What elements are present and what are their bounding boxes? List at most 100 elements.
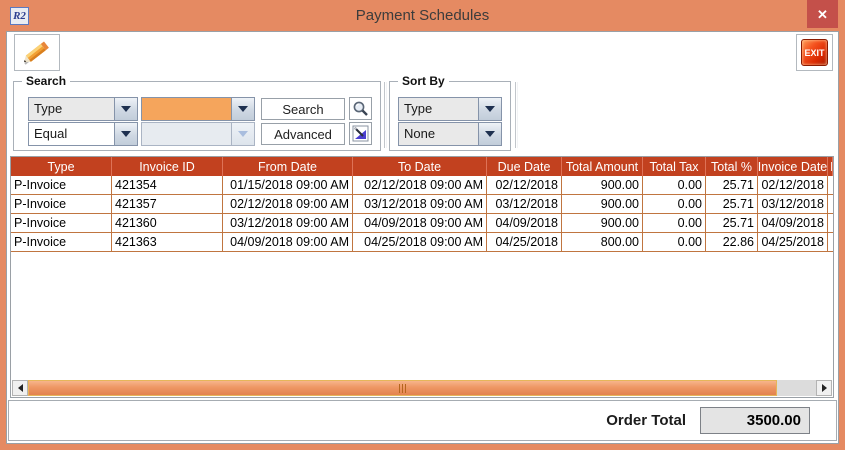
- advanced-button[interactable]: Advanced: [261, 123, 345, 145]
- order-total-label: Order Total: [606, 412, 686, 429]
- search-group-label: Search: [22, 74, 71, 88]
- titlebar: R2 Payment Schedules ✕: [0, 0, 845, 31]
- chevron-down-icon: [478, 98, 501, 120]
- footer-panel: Order Total 3500.00: [8, 400, 837, 441]
- table-cell[interactable]: 03/12/2018 09:00 AM: [353, 195, 487, 213]
- table-cell[interactable]: 25.71: [706, 214, 758, 232]
- table-cell[interactable]: 25.71: [706, 176, 758, 194]
- table-cell[interactable]: 02/12/2018 09:00 AM: [223, 195, 353, 213]
- search-magnifier-button[interactable]: [349, 97, 372, 120]
- sort-primary-combo[interactable]: Type: [398, 97, 502, 121]
- chevron-down-icon: [114, 123, 137, 145]
- column-header[interactable]: Due Date: [487, 157, 562, 176]
- exit-button-container: EXIT: [796, 34, 833, 71]
- report-design-icon: [352, 125, 369, 142]
- table-cell[interactable]: 0.00: [643, 233, 706, 251]
- table-cell[interactable]: 421357: [112, 195, 223, 213]
- sort-secondary-value: None: [399, 123, 478, 145]
- table-cell[interactable]: 01/15/2018 09:00 AM: [223, 176, 353, 194]
- column-header[interactable]: Total Amount: [562, 157, 643, 176]
- table-cell[interactable]: P-Invoice: [11, 195, 112, 213]
- arrow-left-icon: [17, 384, 23, 392]
- search-button[interactable]: Search: [261, 98, 345, 120]
- scroll-right-button[interactable]: [816, 380, 832, 396]
- table-cell[interactable]: 04/09/2018 09:00 AM: [353, 214, 487, 232]
- horizontal-scrollbar[interactable]: [12, 380, 832, 396]
- close-button[interactable]: ✕: [807, 0, 838, 28]
- exit-button[interactable]: EXIT: [801, 39, 828, 66]
- search-group: Search Type Search Equal: [13, 74, 381, 151]
- search-value2-text: [142, 123, 231, 145]
- table-cell[interactable]: 421363: [112, 233, 223, 251]
- search-field-value: Type: [29, 98, 114, 120]
- table-cell[interactable]: 02/12/2018: [487, 176, 562, 194]
- table-cell[interactable]: 04/09/2018: [758, 214, 828, 232]
- grid-header-row: Type Invoice ID From Date To Date Due Date To…: [11, 157, 833, 176]
- pencil-icon: [23, 41, 49, 65]
- table-cell[interactable]: 421360: [112, 214, 223, 232]
- table-cell[interactable]: 04/09/2018 09:00 AM: [223, 233, 353, 251]
- sort-by-group-label: Sort By: [398, 74, 449, 88]
- table-cell[interactable]: 03/12/2018 09:00 AM: [223, 214, 353, 232]
- scrollbar-track[interactable]: [28, 380, 816, 396]
- search-value-text: [142, 98, 231, 120]
- table-cell[interactable]: 02/12/2018: [758, 176, 828, 194]
- grid-body: P-Invoice 421354 01/15/2018 09:00 AM 02/12/…: [11, 176, 833, 252]
- table-cell[interactable]: 900.00: [562, 195, 643, 213]
- column-header[interactable]: Total Tax: [643, 157, 706, 176]
- advanced-report-button[interactable]: [349, 122, 372, 145]
- table-cell[interactable]: 04/25/2018: [758, 233, 828, 251]
- column-header[interactable]: Type: [11, 157, 112, 176]
- table-cell[interactable]: P-Invoice: [11, 214, 112, 232]
- table-cell[interactable]: 04/25/2018: [487, 233, 562, 251]
- table-cell[interactable]: 0.00: [643, 214, 706, 232]
- table-cell[interactable]: 04/09/2018: [487, 214, 562, 232]
- edit-button[interactable]: [14, 34, 60, 71]
- app-logo-icon: R2: [10, 7, 29, 25]
- table-cell[interactable]: 900.00: [562, 176, 643, 194]
- table-cell[interactable]: 0.00: [643, 195, 706, 213]
- window-title: Payment Schedules: [355, 7, 490, 24]
- order-total-value: 3500.00: [700, 407, 810, 434]
- search-value-combo[interactable]: [141, 97, 255, 121]
- table-cell[interactable]: P-Invoice: [11, 233, 112, 251]
- payment-schedule-grid: Type Invoice ID From Date To Date Due Date To…: [10, 156, 834, 398]
- column-header-partial: I: [828, 157, 833, 176]
- sort-primary-value: Type: [399, 98, 478, 120]
- column-header[interactable]: Invoice ID: [112, 157, 223, 176]
- close-icon: ✕: [817, 6, 828, 22]
- table-cell[interactable]: 0.00: [643, 176, 706, 194]
- table-row[interactable]: P-Invoice 421363 04/09/2018 09:00 AM 04/25/…: [11, 233, 833, 252]
- search-operator-combo[interactable]: Equal: [28, 122, 138, 146]
- column-header[interactable]: To Date: [353, 157, 487, 176]
- column-header[interactable]: From Date: [223, 157, 353, 176]
- table-cell[interactable]: 04/25/2018 09:00 AM: [353, 233, 487, 251]
- sort-secondary-combo[interactable]: None: [398, 122, 502, 146]
- table-cell[interactable]: 03/12/2018: [758, 195, 828, 213]
- table-row[interactable]: P-Invoice 421357 02/12/2018 09:00 AM 03/12/…: [11, 195, 833, 214]
- column-header[interactable]: Total %: [706, 157, 758, 176]
- chevron-down-icon: [478, 123, 501, 145]
- table-cell[interactable]: 22.86: [706, 233, 758, 251]
- search-operator-value: Equal: [34, 126, 68, 141]
- column-header[interactable]: Invoice Date: [758, 157, 828, 176]
- chevron-down-icon: [114, 98, 137, 120]
- table-row[interactable]: P-Invoice 421354 01/15/2018 09:00 AM 02/12/…: [11, 176, 833, 195]
- table-cell[interactable]: 800.00: [562, 233, 643, 251]
- scrollbar-thumb[interactable]: [28, 380, 777, 396]
- table-cell[interactable]: 25.71: [706, 195, 758, 213]
- panel-separator: [384, 82, 387, 148]
- table-row[interactable]: P-Invoice 421360 03/12/2018 09:00 AM 04/09/…: [11, 214, 833, 233]
- sort-by-group: Sort By Type None: [389, 74, 511, 151]
- table-cell[interactable]: P-Invoice: [11, 176, 112, 194]
- scroll-left-button[interactable]: [12, 380, 28, 396]
- table-cell[interactable]: 03/12/2018: [487, 195, 562, 213]
- table-cell[interactable]: 900.00: [562, 214, 643, 232]
- dialog-content: EXIT Search Type Search Equ: [6, 31, 839, 444]
- search-field-combo[interactable]: Type: [28, 97, 138, 121]
- table-cell[interactable]: 02/12/2018 09:00 AM: [353, 176, 487, 194]
- table-cell[interactable]: 421354: [112, 176, 223, 194]
- search-value2-combo: [141, 122, 255, 146]
- panel-separator: [515, 82, 518, 148]
